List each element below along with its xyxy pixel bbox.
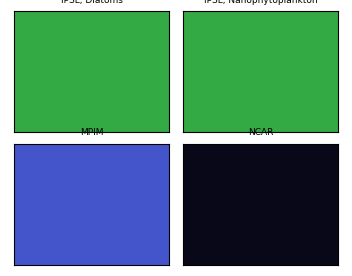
Title: MPIM: MPIM (80, 128, 103, 137)
Title: IPSL, Nanophytoplankton: IPSL, Nanophytoplankton (204, 0, 317, 5)
Title: IPSL, Diatoms: IPSL, Diatoms (61, 0, 122, 5)
Title: NCAR: NCAR (248, 128, 273, 137)
